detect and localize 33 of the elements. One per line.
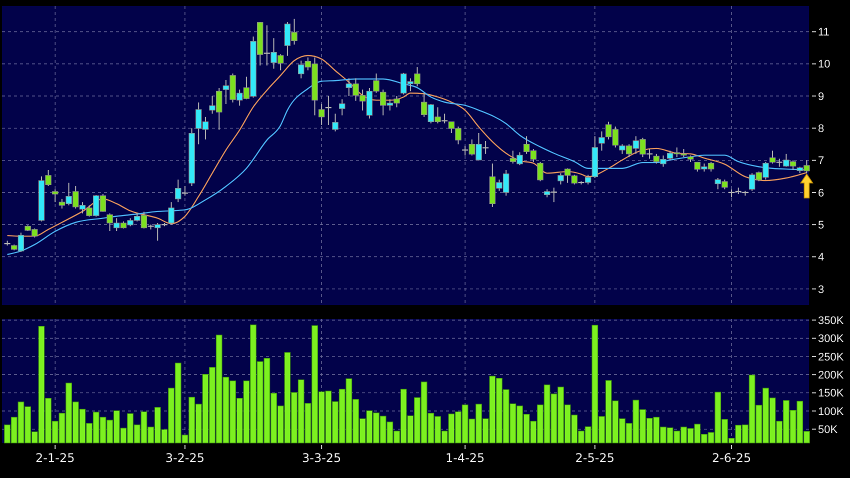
y-tick-label: 100K <box>818 406 844 418</box>
x-tick-label: 2-5-25 <box>575 451 614 465</box>
candlestick <box>482 140 490 154</box>
candlestick <box>52 188 58 203</box>
candlestick <box>263 24 271 66</box>
y-tick-label: 11 <box>818 26 830 39</box>
y-tick-label: 8 <box>818 123 824 136</box>
y-tick-label: 200K <box>818 369 844 382</box>
x-tick-label: 3-2-25 <box>165 451 205 465</box>
y-tick-label: 10 <box>818 58 830 71</box>
y-tick-label: 350K <box>818 314 844 327</box>
y-tick-label: 150K <box>818 388 844 400</box>
y-tick-label: 50K <box>818 424 838 436</box>
candlestick <box>338 98 346 116</box>
y-tick-label: 5 <box>818 219 824 232</box>
x-tick-label: 1-4-25 <box>445 451 485 465</box>
x-tick-label: 2-1-25 <box>36 451 75 465</box>
candlestick <box>598 130 605 152</box>
candlestick <box>440 113 448 124</box>
y-tick-label: 250K <box>818 351 844 364</box>
x-tick-label: 3-3-25 <box>302 451 342 465</box>
x-tick-label: 2-6-25 <box>712 451 752 465</box>
y-tick-label: 9 <box>818 90 824 103</box>
candlestick <box>168 202 174 226</box>
candlestick <box>550 187 558 203</box>
candlestick <box>537 161 544 182</box>
y-tick-label: 3 <box>818 284 824 296</box>
candlestick <box>318 104 325 126</box>
candlestick <box>332 113 338 132</box>
y-tick-label: 300K <box>818 333 844 346</box>
y-tick-label: 4 <box>818 252 824 264</box>
y-tick-label: 6 <box>818 187 824 200</box>
y-tick-label: 7 <box>818 155 824 168</box>
